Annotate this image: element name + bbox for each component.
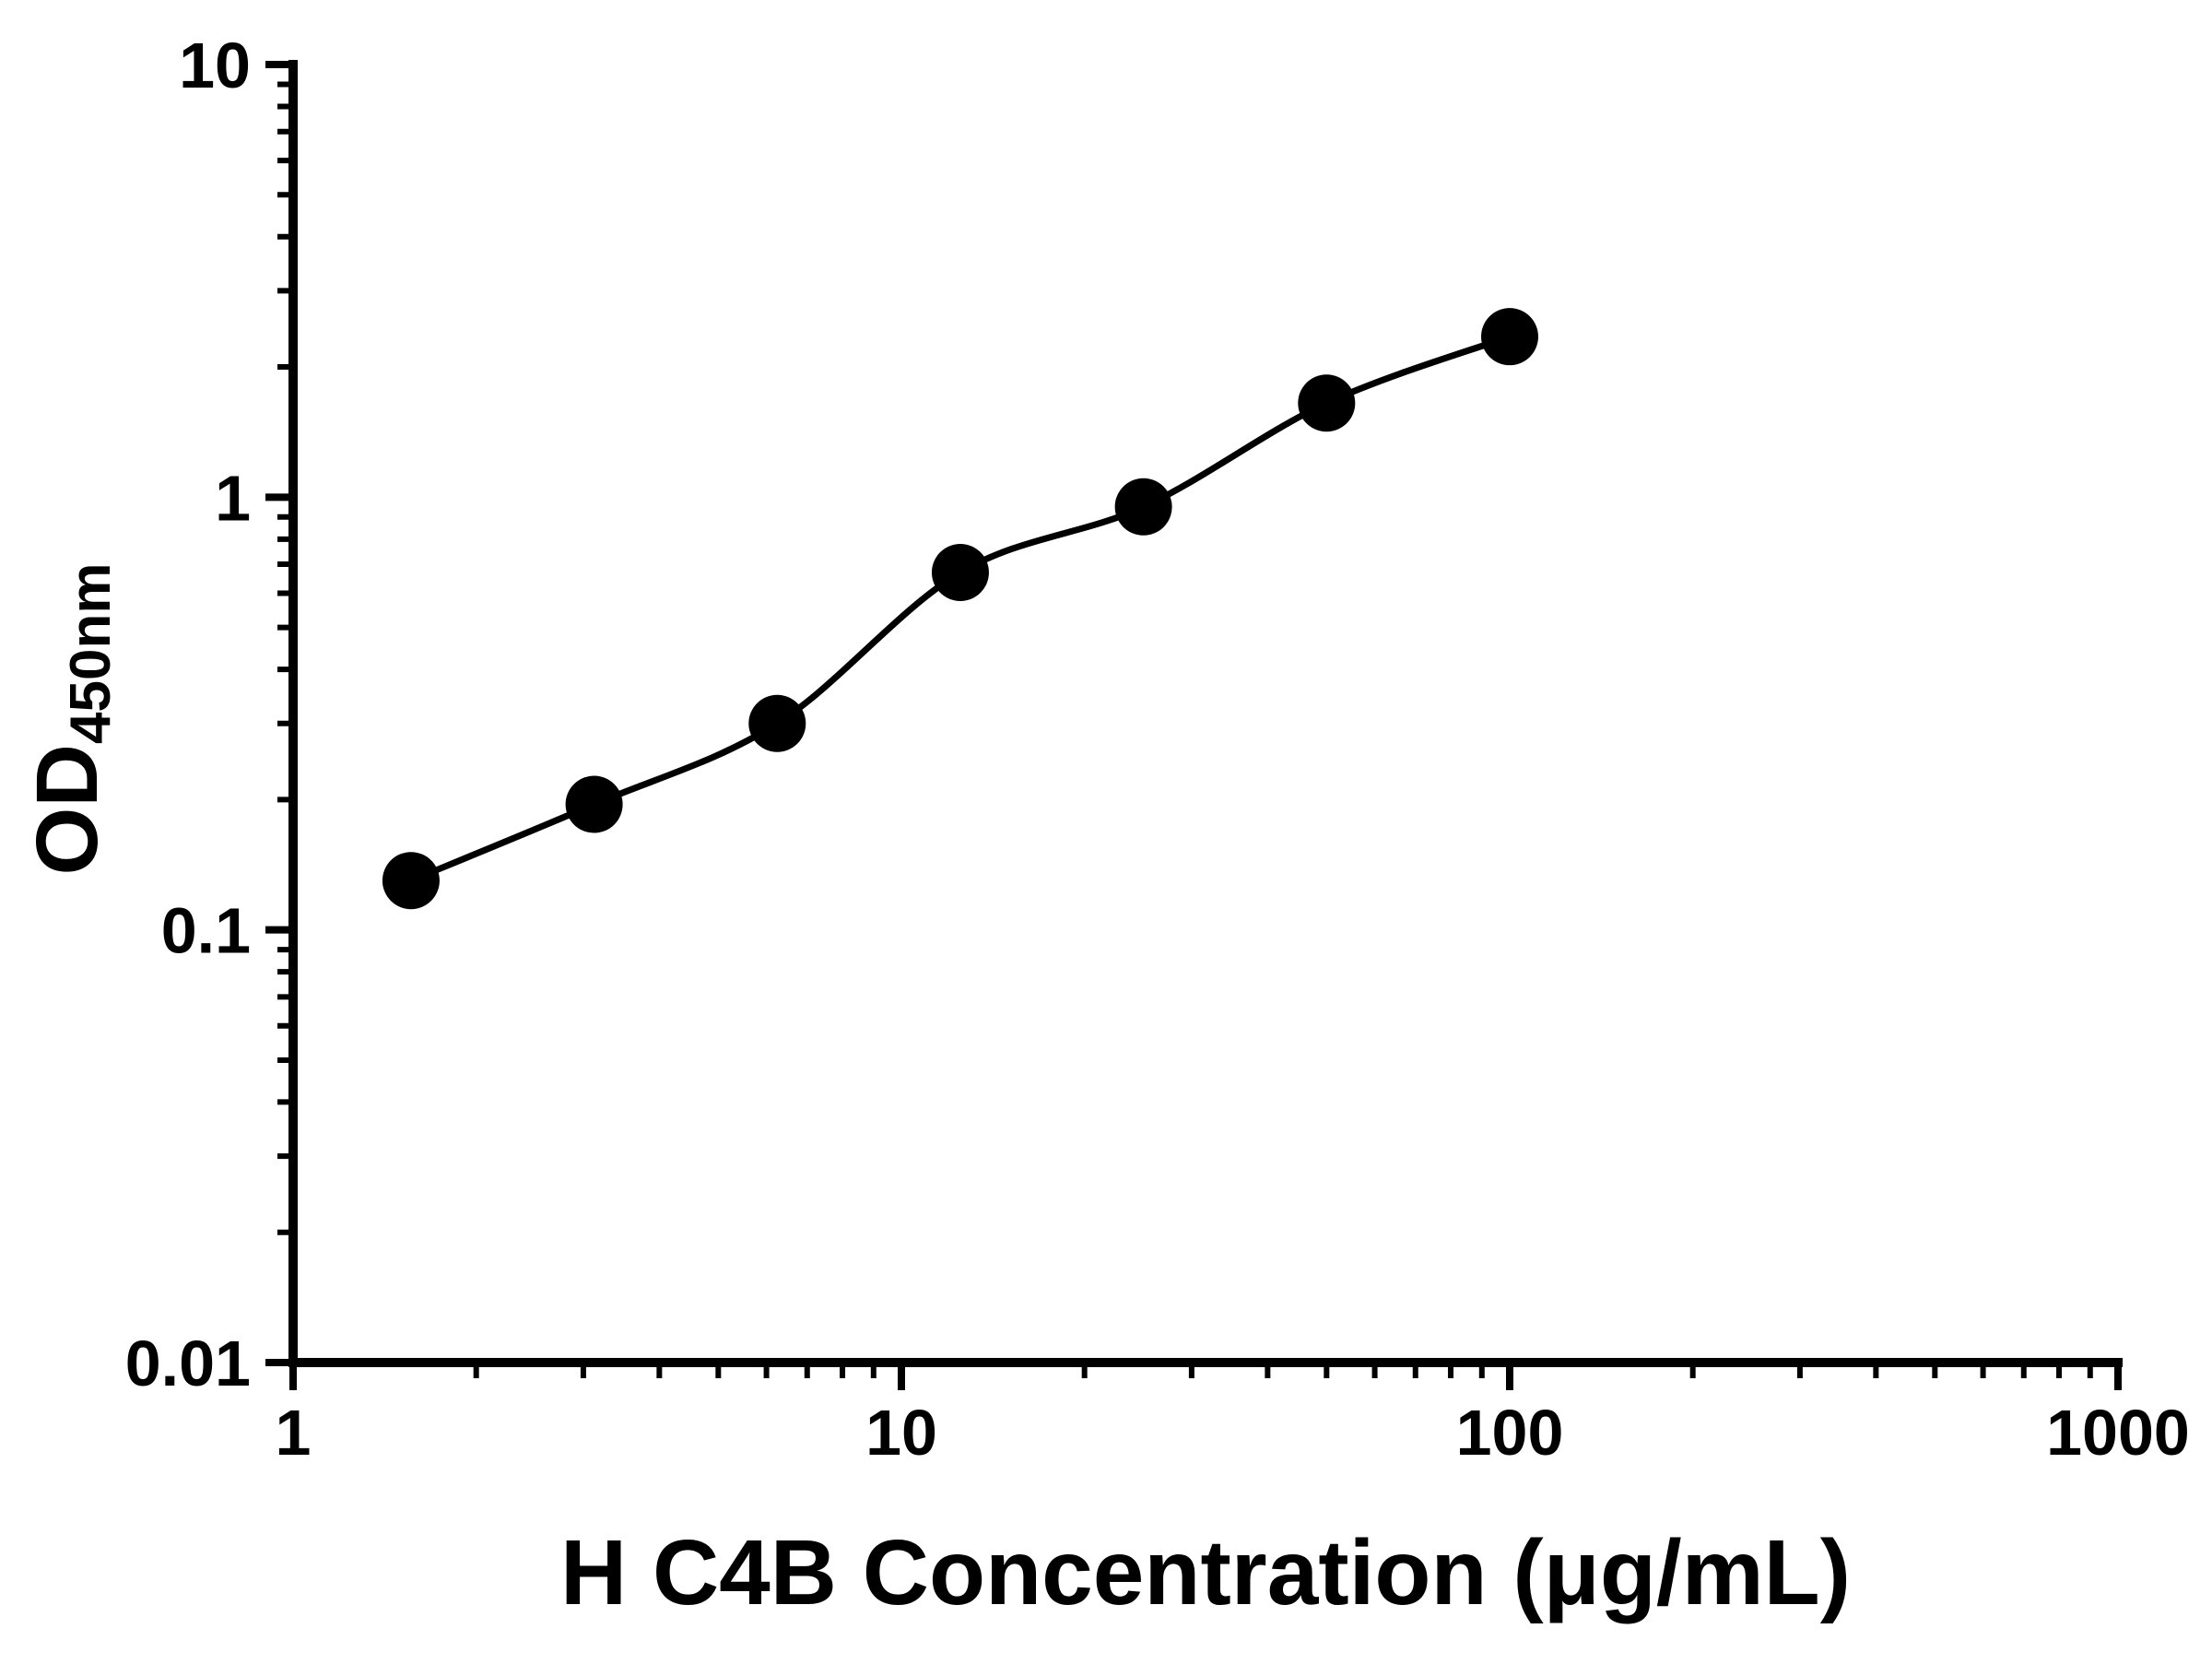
y-tick-label: 1 [215,462,251,534]
y-tick-label: 10 [179,30,251,101]
x-tick-label: 10 [865,1397,937,1469]
x-tick-label: 100 [1456,1397,1564,1469]
axis-frame [288,60,2123,1367]
data-point [1481,308,1538,366]
plot-group [382,308,1538,910]
data-point [1298,374,1356,432]
tick-labels-group: 1 10 100 1000 0.01 0.1 1 10 [125,30,2190,1469]
y-tick-label: 0.01 [125,1328,251,1399]
x-tick-label: 1000 [2046,1397,2190,1469]
y-axis-title: OD450nm [18,563,123,876]
data-point [748,694,806,752]
y-axis-title-main: OD [18,744,116,876]
data-point [1114,478,1172,536]
ticks-group [265,61,2122,1390]
x-tick-label: 1 [276,1397,312,1469]
data-point [931,543,989,601]
y-axis-title-subscript: 450nm [59,563,123,744]
x-axis-title: H C4B Concentration (μg/mL) [560,1521,1851,1624]
axes-group [288,60,2123,1367]
data-point [382,852,440,910]
y-tick-label: 0.1 [161,895,251,967]
data-point [565,775,623,833]
